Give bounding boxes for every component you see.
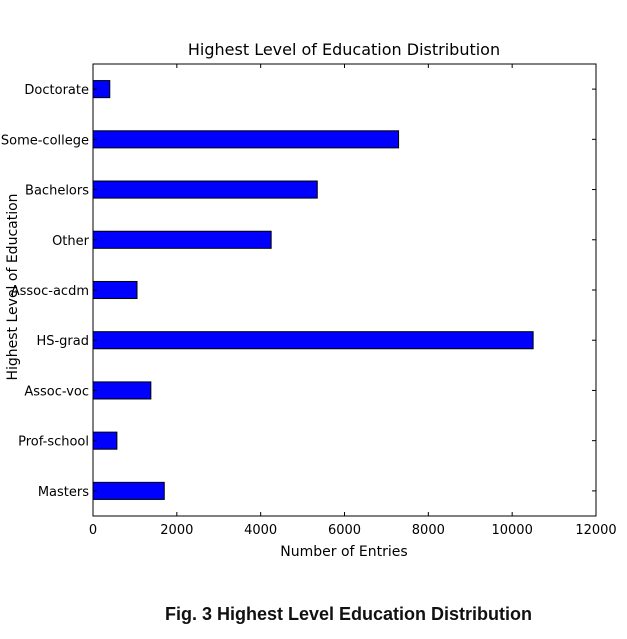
y-tick-label: Assoc-acdm	[11, 284, 89, 299]
x-tick-label: 2000	[160, 523, 193, 538]
y-axis-label: Highest Level of Education	[5, 193, 21, 380]
bar-assoc-acdm	[92, 280, 138, 300]
education-bar-chart: Highest Level of Education Distribution …	[1, 40, 617, 560]
y-tick-label: Other	[52, 234, 90, 249]
bar-bachelors	[92, 180, 318, 199]
bar-other	[92, 230, 272, 249]
y-tick-label: Some-college	[1, 133, 89, 148]
y-tick-label: HS-grad	[36, 334, 89, 349]
y-axis-ticks: Doctorate Some-college Bachelors Other Assoc…	[1, 83, 596, 500]
x-tick-label: 4000	[244, 523, 277, 538]
y-tick-label: Doctorate	[24, 83, 89, 98]
y-tick-label: Masters	[38, 485, 89, 500]
x-axis-label: Number of Entries	[280, 544, 407, 560]
y-tick-label: Prof-school	[18, 435, 89, 450]
bar-assoc-voc	[92, 381, 152, 400]
bar-masters	[92, 481, 165, 500]
bar-some-college	[92, 130, 400, 149]
x-axis-ticks: 0 2000 4000 6000 8000 10000 12000	[89, 64, 617, 538]
x-tick-label: 8000	[412, 523, 445, 538]
x-tick-label: 10000	[491, 523, 532, 538]
x-tick-label: 12000	[575, 523, 616, 538]
y-tick-label: Assoc-voc	[24, 384, 89, 399]
x-tick-label: 0	[89, 523, 97, 538]
plot-frame	[92, 63, 597, 517]
bars-group	[92, 80, 534, 500]
y-tick-label: Bachelors	[25, 184, 89, 199]
figure-caption: Fig. 3 Highest Level Education Distribut…	[164, 604, 533, 624]
chart-title: Highest Level of Education Distribution	[188, 40, 500, 59]
bar-hs-grad	[92, 331, 534, 350]
x-tick-label: 6000	[328, 523, 361, 538]
